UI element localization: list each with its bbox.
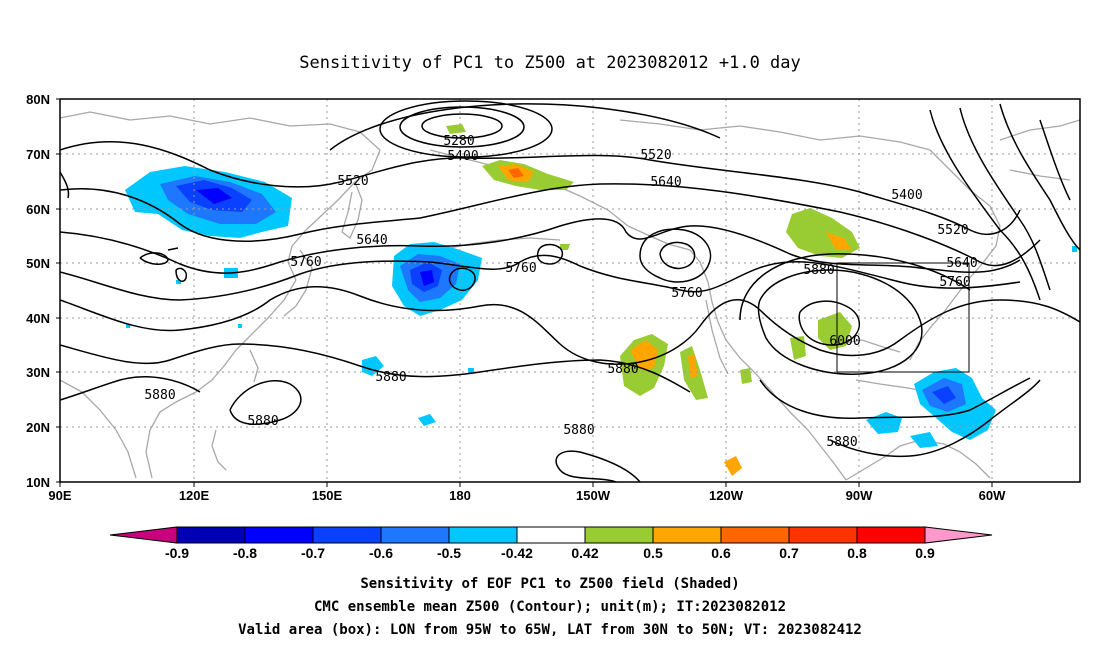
contour-label: 5880: [375, 370, 406, 385]
lon-tick-label: 90W: [846, 488, 873, 503]
map-panel: 5280 5400 5520 5520 5640 5640 5760 5760 …: [26, 92, 1081, 503]
colorbar-swatch: [380, 526, 450, 544]
lat-tick-label: 50N: [26, 256, 50, 271]
map-background: [60, 99, 1080, 482]
contour-label: 5880: [826, 435, 857, 450]
map-frame: [59, 98, 1081, 483]
colorbar-swatch: [448, 526, 518, 544]
lat-tick-label: 80N: [26, 92, 50, 107]
caption: Sensitivity of EOF PC1 to Z500 field (Sh…: [238, 576, 862, 638]
lat-axis: 80N 70N 60N 50N 40N 30N 20N 10N: [26, 92, 60, 490]
colorbar-label: -0.5: [437, 545, 461, 561]
colorbar-label: -0.6: [369, 545, 393, 561]
colorbar-swatch: [788, 526, 858, 544]
colorbar-label: -0.8: [233, 545, 257, 561]
colorbar-arrow-low: [109, 526, 178, 544]
lat-tick-label: 30N: [26, 365, 50, 380]
colorbar-label: 0.7: [779, 545, 799, 561]
contour-label: 5880: [607, 362, 638, 377]
colorbar-swatch: [176, 526, 246, 544]
contour-label: 5520: [337, 174, 368, 189]
figure-title: Sensitivity of PC1 to Z500 at 2023082012…: [299, 53, 801, 73]
colorbar-swatch: [244, 526, 314, 544]
contour-label: 5760: [290, 255, 321, 270]
contour-label: 5880: [803, 263, 834, 278]
colorbar-label: -0.9: [165, 545, 189, 561]
contour-label: 5760: [671, 286, 702, 301]
colorbar-swatch: [516, 526, 586, 544]
lon-axis: 90E 120E 150E 180 150W 120W 90W 60W: [48, 482, 1006, 503]
contour-label: 5520: [937, 223, 968, 238]
caption-line-2: CMC ensemble mean Z500 (Contour); unit(m…: [314, 599, 786, 615]
valid-area-box: [836, 262, 970, 373]
lon-tick-label: 120W: [709, 488, 744, 503]
contour-label: 5640: [650, 175, 681, 190]
colorbar-swatch: [856, 526, 926, 544]
lat-tick-label: 40N: [26, 311, 50, 326]
colorbar-swatch: [584, 526, 654, 544]
contour-label: 5880: [144, 388, 175, 403]
colorbar-label: 0.42: [571, 545, 598, 561]
colorbar-label: 0.5: [643, 545, 663, 561]
colorbar-swatch: [312, 526, 382, 544]
contour-label: 6000: [829, 334, 860, 349]
colorbar-swatches: [109, 526, 993, 544]
lon-tick-label: 150E: [312, 488, 343, 503]
colorbar-label: 0.8: [847, 545, 867, 561]
shade-canada: [786, 208, 860, 258]
colorbar-swatch: [652, 526, 722, 544]
contour-label: 5880: [563, 423, 594, 438]
colorbar-label: 0.6: [711, 545, 731, 561]
contour-label: 5520: [640, 148, 671, 163]
contour-label: 5400: [891, 188, 922, 203]
colorbar: -0.9 -0.8 -0.7 -0.6 -0.5 -0.42 0.42 0.5 …: [109, 526, 993, 561]
contour-label: 5400: [447, 149, 478, 164]
caption-line-1: Sensitivity of EOF PC1 to Z500 field (Sh…: [360, 576, 739, 592]
lon-tick-label: 90E: [48, 488, 71, 503]
lat-tick-label: 60N: [26, 202, 50, 217]
lon-tick-label: 150W: [576, 488, 611, 503]
colorbar-label: -0.42: [501, 545, 533, 561]
contour-label: 5760: [939, 275, 970, 290]
lon-tick-label: 180: [449, 488, 471, 503]
colorbar-label: -0.7: [301, 545, 325, 561]
shaded-sensitivity: [125, 124, 1077, 476]
shade-caribbean: [866, 368, 996, 448]
shade-alaska-coast: [446, 124, 574, 190]
colorbar-arrow-high: [924, 526, 993, 544]
caption-line-3: Valid area (box): LON from 95W to 65W, L…: [238, 622, 862, 638]
colorbar-label: 0.9: [915, 545, 935, 561]
contour-label: 5880: [247, 414, 278, 429]
colorbar-swatch: [720, 526, 790, 544]
lon-tick-label: 120E: [179, 488, 210, 503]
contour-label: 5280: [443, 134, 474, 149]
contour-label: 5760: [505, 261, 536, 276]
lat-tick-label: 10N: [26, 475, 50, 490]
shade-siberia: [125, 166, 292, 238]
lon-tick-label: 60W: [979, 488, 1006, 503]
lat-tick-label: 20N: [26, 420, 50, 435]
contour-label: 5640: [356, 233, 387, 248]
z500-contours: [60, 100, 1080, 482]
lat-tick-label: 70N: [26, 147, 50, 162]
